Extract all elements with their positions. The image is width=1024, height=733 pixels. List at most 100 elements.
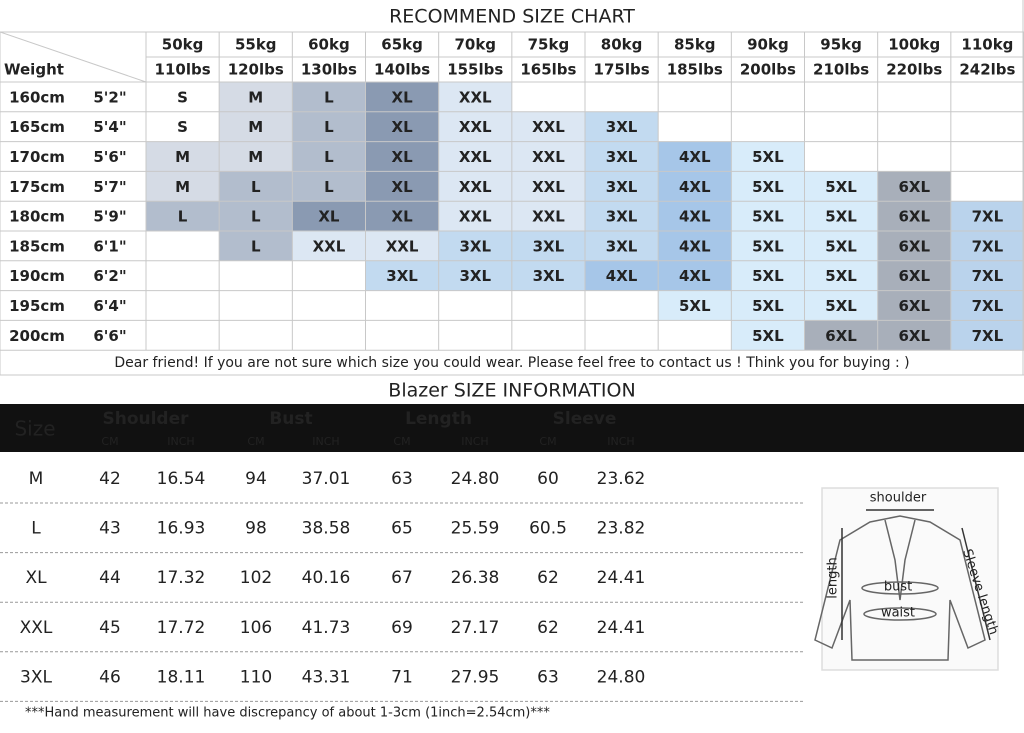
measure-cell: M: [29, 469, 44, 489]
size-label: M: [248, 118, 263, 136]
weight-lbs: 110lbs: [155, 61, 211, 79]
size-cell: [438, 82, 512, 112]
size-label: 7XL: [972, 267, 1004, 285]
size-cell: [365, 111, 439, 142]
size-cell: [585, 231, 659, 261]
size-label: M: [248, 88, 263, 106]
size-label: 6XL: [825, 327, 857, 345]
size-cell: [731, 171, 805, 202]
weight-lbs: 165lbs: [520, 61, 576, 79]
measure-cell: 16.93: [157, 519, 206, 539]
group-header: Length: [405, 409, 472, 429]
measure-cell: 60.5: [529, 519, 567, 539]
measure-cell: 27.95: [451, 667, 500, 687]
size-cell: [292, 111, 366, 142]
size-label: XXL: [386, 237, 419, 255]
size-cell: [365, 260, 439, 291]
size-cell: [804, 290, 878, 321]
size-label: XXL: [532, 118, 565, 136]
size-label: 3XL: [459, 267, 491, 285]
size-cell: [365, 141, 439, 172]
size-cell: [731, 141, 805, 172]
size-cell: [585, 201, 659, 231]
measure-cell: 26.38: [451, 568, 500, 588]
size-cell: [877, 320, 951, 351]
size-cell: [292, 201, 366, 231]
height-ft: 5'6": [93, 148, 126, 166]
grid-line: [0, 31, 147, 83]
measure-cell: 3XL: [20, 667, 52, 687]
size-cell: [146, 141, 220, 172]
height-ft: 5'9": [93, 208, 126, 226]
size-cell: [804, 320, 878, 351]
height-ft: 6'6": [93, 327, 126, 345]
size-cell: [511, 260, 585, 291]
size-label: 5XL: [825, 267, 857, 285]
size-cell: [731, 260, 805, 291]
height-cm: 165cm: [9, 118, 65, 136]
size-cell: [219, 171, 293, 202]
measure-cell: 38.58: [302, 519, 351, 539]
size-label: L: [324, 148, 334, 166]
size-cell: [804, 201, 878, 231]
size-cell: [292, 171, 366, 202]
size-cell: [658, 260, 732, 291]
size-cell: [950, 201, 1024, 231]
measure-cell: 17.72: [157, 618, 206, 638]
size-label: XXL: [459, 178, 492, 196]
footnote: ***Hand measurement will have discrepanc…: [25, 706, 550, 721]
size-label: XXL: [532, 208, 565, 226]
weight-lbs: 220lbs: [886, 61, 942, 79]
size-label: 5XL: [825, 237, 857, 255]
size-cell: [511, 111, 585, 142]
height-cm: 160cm: [9, 88, 65, 106]
size-cell: [365, 82, 439, 112]
size-label: M: [175, 178, 190, 196]
measure-cell: 106: [240, 618, 272, 638]
diagram-label: shoulder: [870, 491, 927, 506]
size-cell: [219, 82, 293, 112]
group-header: Shoulder: [102, 409, 189, 429]
size-cell: [146, 82, 220, 112]
weight-label: Weight: [4, 61, 64, 79]
unit-header: INCH: [607, 435, 634, 448]
size-label: L: [251, 178, 261, 196]
size-label: XL: [392, 118, 414, 136]
size-label: 5XL: [752, 208, 784, 226]
weight-kg: 60kg: [308, 36, 350, 54]
weight-lbs: 210lbs: [813, 61, 869, 79]
size-cell: [365, 231, 439, 261]
weight-kg: 85kg: [674, 36, 716, 54]
group-header: Bust: [269, 409, 312, 429]
weight-lbs: 242lbs: [959, 61, 1015, 79]
group-header: Sleeve: [553, 409, 617, 429]
size-label: XXL: [459, 118, 492, 136]
size-label: L: [178, 208, 188, 226]
size-cell: [292, 231, 366, 261]
measure-cell: 45: [99, 618, 121, 638]
size-cell: [438, 141, 512, 172]
height-cm: 195cm: [9, 297, 65, 315]
size-cell: [511, 201, 585, 231]
size-cell: [146, 111, 220, 142]
size-label: 3XL: [459, 237, 491, 255]
size-label: XXL: [459, 208, 492, 226]
size-cell: [658, 201, 732, 231]
size-cell: [511, 231, 585, 261]
size-label: M: [175, 148, 190, 166]
size-label: S: [177, 118, 188, 136]
measure-cell: 24.80: [451, 469, 500, 489]
weight-kg: 75kg: [528, 36, 570, 54]
size-label: 6XL: [898, 267, 930, 285]
size-cell: [731, 201, 805, 231]
measure-cell: 16.54: [157, 469, 206, 489]
size-label: 5XL: [679, 297, 711, 315]
size-label: L: [324, 118, 334, 136]
size-label: XXL: [532, 148, 565, 166]
measure-cell: 94: [245, 469, 267, 489]
measure-cell: 71: [391, 667, 413, 687]
size-cell: [877, 171, 951, 202]
size-label: 3XL: [533, 267, 565, 285]
height-ft: 5'7": [93, 178, 126, 196]
